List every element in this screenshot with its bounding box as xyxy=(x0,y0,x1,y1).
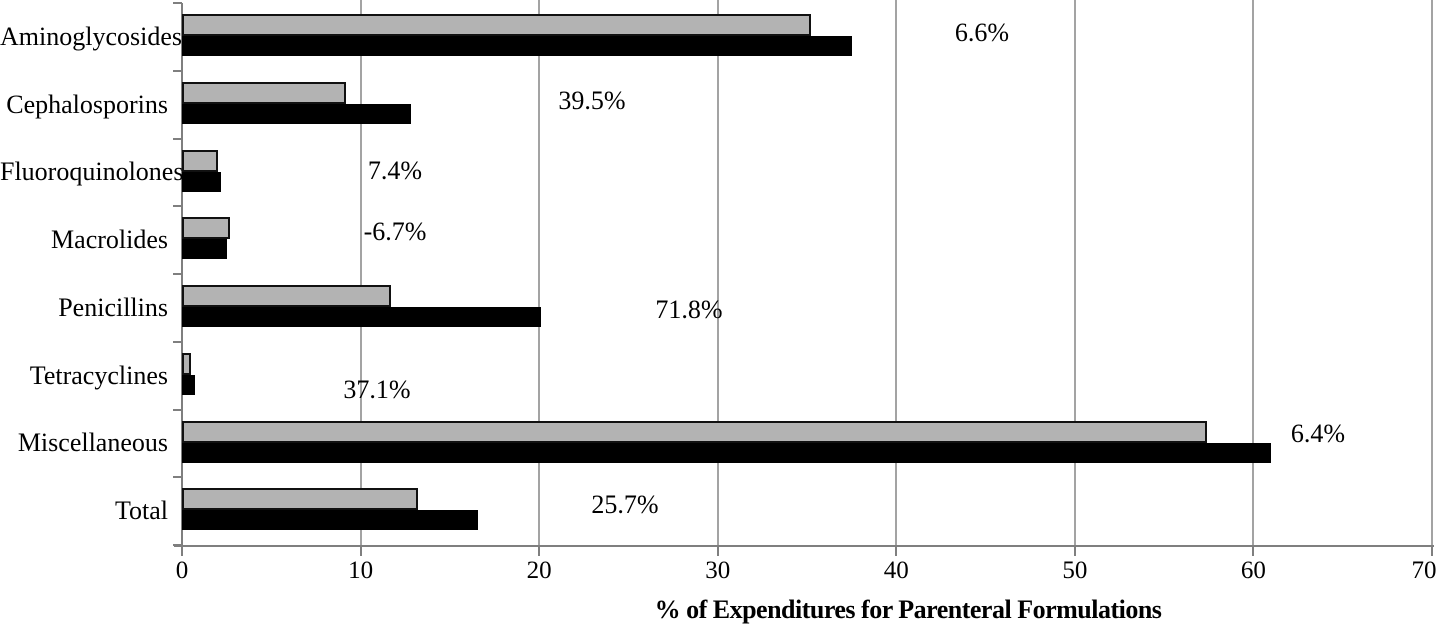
x-axis-tick xyxy=(1431,545,1433,556)
bar-black xyxy=(182,239,227,260)
x-tick-label: 70 xyxy=(1411,557,1437,584)
gridline xyxy=(538,0,541,545)
category-label: Tetracyclines xyxy=(29,360,168,390)
x-axis-tick xyxy=(181,545,183,556)
gridline xyxy=(1073,0,1076,545)
bar-gray xyxy=(182,488,418,511)
category-label: Macrolides xyxy=(51,225,168,255)
gridline xyxy=(359,0,362,545)
x-axis-tick xyxy=(1073,545,1076,556)
y-axis-tick xyxy=(173,137,182,140)
x-tick-label: 60 xyxy=(1240,557,1266,584)
category-label: Miscellaneous xyxy=(17,428,168,458)
x-axis-tick xyxy=(359,545,362,556)
bar-black xyxy=(182,36,852,56)
bar-black xyxy=(182,307,541,327)
bar-black xyxy=(182,374,195,395)
bar-black xyxy=(182,442,1272,463)
bar-black xyxy=(182,103,411,124)
x-axis-tick xyxy=(538,545,541,556)
category-label: Total xyxy=(114,496,168,526)
x-tick-label: 40 xyxy=(883,557,909,584)
y-axis-tick xyxy=(173,273,182,275)
y-axis-tick xyxy=(173,69,182,72)
bar-gray xyxy=(182,217,231,240)
x-tick-label: 10 xyxy=(348,557,374,584)
y-axis-line xyxy=(181,3,183,556)
x-axis-tick xyxy=(895,545,898,556)
gridline xyxy=(716,0,719,545)
category-label: Cephalosporins xyxy=(6,89,168,119)
bar-gray xyxy=(182,352,191,375)
percent-change-label: 39.5% xyxy=(558,86,626,115)
gridline xyxy=(1252,0,1255,545)
y-axis-tick xyxy=(173,205,182,208)
x-axis-line xyxy=(174,545,1434,547)
y-axis-tick xyxy=(173,2,182,4)
bar-black xyxy=(182,510,479,531)
x-axis-title: % of Expenditures for Parenteral Formula… xyxy=(654,595,1162,624)
percent-change-label: 6.6% xyxy=(954,18,1010,47)
category-label: Aminoglycosides xyxy=(0,21,182,51)
category-label: Penicillins xyxy=(58,292,168,322)
x-tick-label: 20 xyxy=(526,557,552,584)
x-tick-label: 50 xyxy=(1062,557,1088,584)
x-tick-label: 0 xyxy=(175,557,189,584)
percent-change-label: -6.7% xyxy=(363,217,427,246)
bar-gray xyxy=(182,81,347,104)
bar-gray xyxy=(182,285,391,307)
x-tick-label: 30 xyxy=(705,557,731,584)
percent-change-label: 37.1% xyxy=(343,375,411,404)
category-label: Fluoroquinolones xyxy=(0,157,184,187)
x-axis-tick xyxy=(1252,545,1255,556)
percent-change-label: 6.4% xyxy=(1290,419,1346,448)
percent-change-label: 71.8% xyxy=(655,295,723,324)
bar-gray xyxy=(182,149,218,172)
x-axis-tick xyxy=(716,545,719,556)
percent-change-label: 25.7% xyxy=(591,490,659,519)
percent-change-label: 7.4% xyxy=(367,156,423,185)
y-axis-tick xyxy=(173,408,182,411)
bar-gray xyxy=(182,420,1207,443)
gridline xyxy=(895,0,898,545)
y-axis-tick xyxy=(173,340,182,343)
gridline xyxy=(1431,0,1433,545)
y-axis-tick xyxy=(173,476,182,479)
bar-gray xyxy=(182,14,811,36)
bar-black xyxy=(182,171,222,192)
